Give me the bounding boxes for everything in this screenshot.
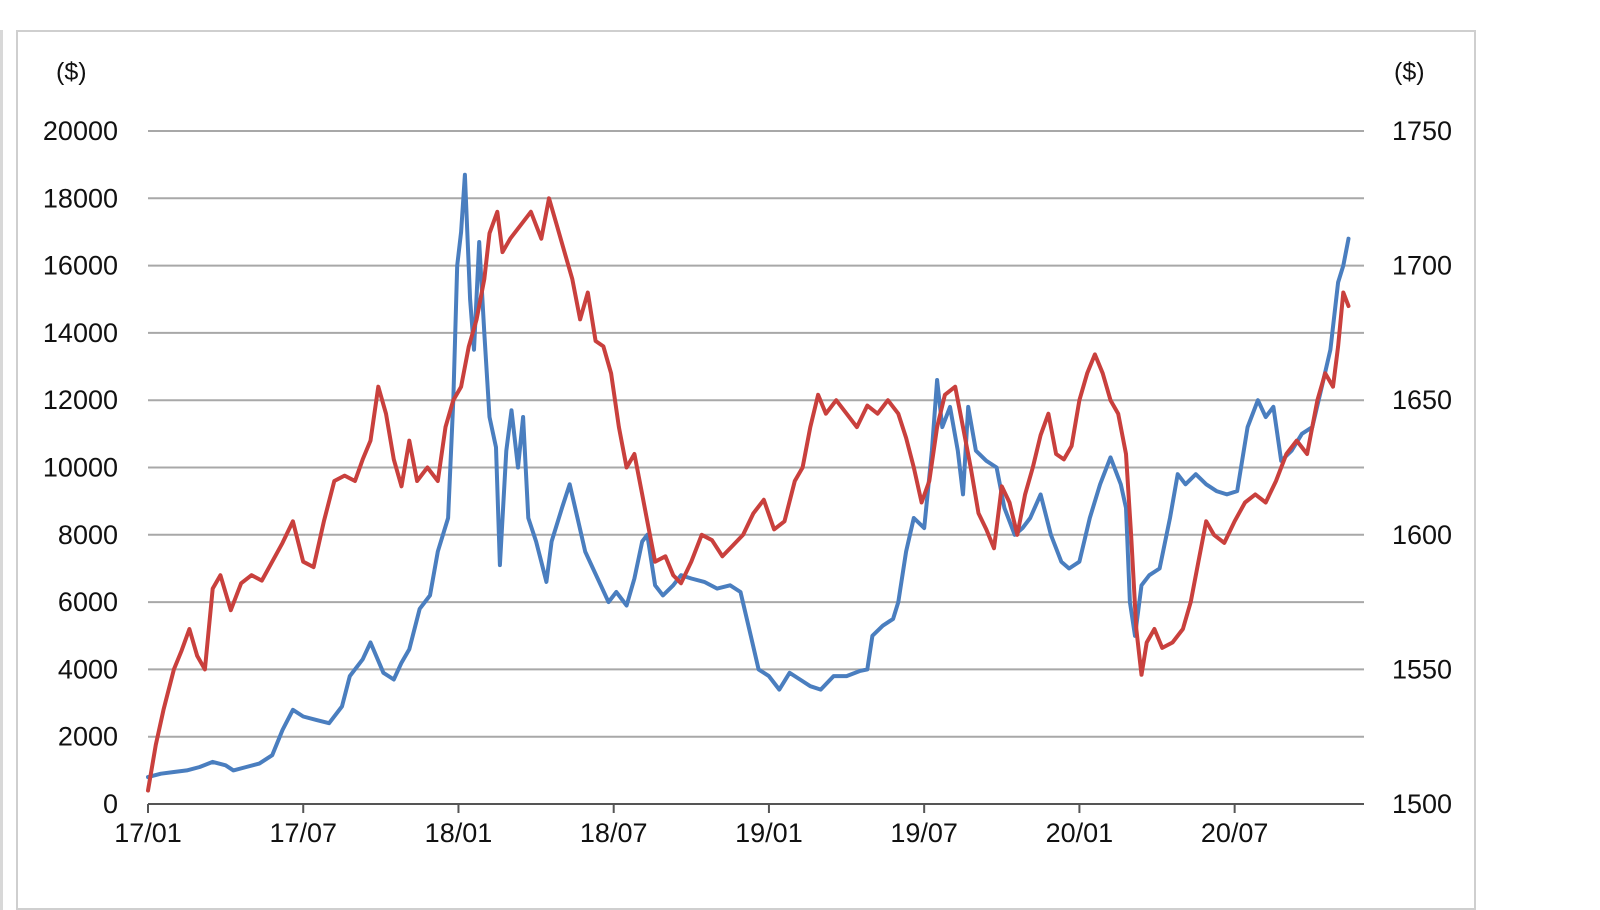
series-line-left-axis: [146, 172, 1351, 780]
left-tick-label: 4000: [58, 654, 118, 684]
left-tick-label: 10000: [43, 453, 118, 483]
axes: 0 2000 4000 6000 8000 10000 12000 14000 16000 180…: [43, 116, 1452, 848]
x-tick-label: 19/01: [735, 818, 803, 848]
left-tick-label: 20000: [43, 116, 118, 146]
left-border: [0, 30, 3, 910]
right-tick-label: 1500: [1392, 789, 1452, 819]
left-tick-label: 8000: [58, 520, 118, 550]
x-tick-label: 17/01: [114, 818, 182, 848]
left-tick-label: 14000: [43, 318, 118, 348]
left-tick-label: 2000: [58, 722, 118, 752]
x-tick-label: 20/01: [1046, 818, 1114, 848]
left-tick-label: 12000: [43, 385, 118, 415]
left-axis-unit-label: ($): [56, 58, 87, 86]
x-tick-label: 17/07: [269, 818, 337, 848]
x-tick-label: 20/07: [1201, 818, 1269, 848]
right-tick-label: 1600: [1392, 520, 1452, 550]
right-tick-label: 1650: [1392, 385, 1452, 415]
right-tick-label: 1750: [1392, 116, 1452, 146]
left-tick-label: 16000: [43, 251, 118, 281]
left-tick-label: 18000: [43, 183, 118, 213]
series-lines: [146, 172, 1351, 793]
right-tick-label: 1700: [1392, 251, 1452, 281]
left-tick-label: 6000: [58, 587, 118, 617]
x-tick-label: 18/01: [425, 818, 493, 848]
x-tick-label: 18/07: [580, 818, 648, 848]
x-tick-label: 19/07: [890, 818, 958, 848]
right-axis-unit-label: ($): [1394, 58, 1425, 86]
left-tick-label: 0: [103, 789, 118, 819]
gridlines: [148, 130, 1364, 738]
series-line-right-axis: [146, 196, 1351, 793]
right-tick-label: 1550: [1392, 654, 1452, 684]
